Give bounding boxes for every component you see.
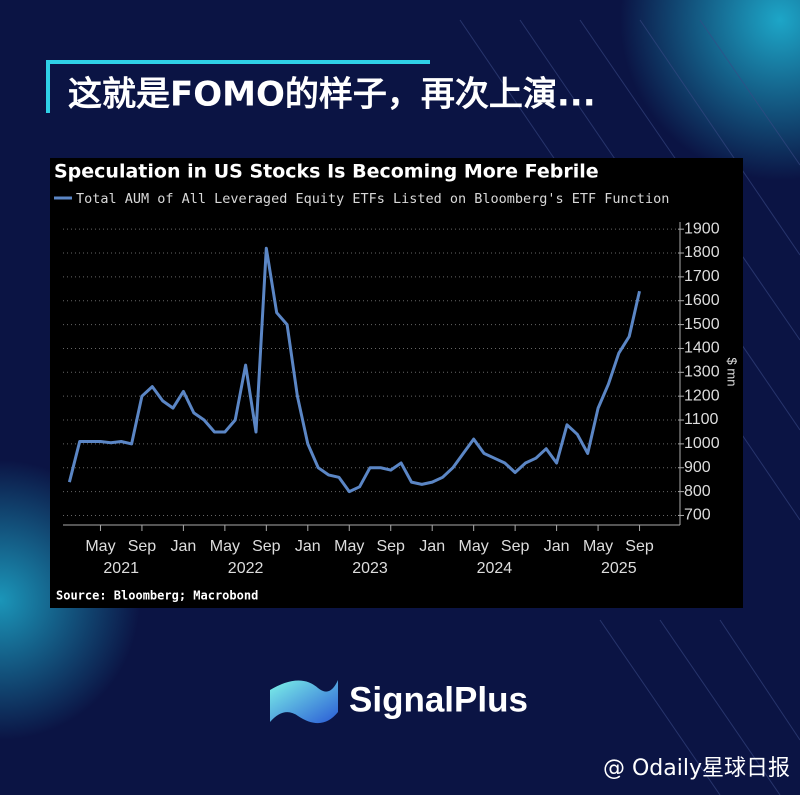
- x-tick-label: Sep: [625, 538, 654, 555]
- x-year-label: 2024: [477, 560, 513, 577]
- y-tick-label: 1100: [684, 411, 719, 428]
- x-tick-label: May: [459, 538, 489, 555]
- decor-lines: [459, 19, 800, 796]
- x-tick-label: May: [85, 538, 115, 555]
- chart-panel: [50, 158, 743, 608]
- y-tick-label: 1400: [684, 340, 720, 357]
- x-tick-label: Jan: [295, 538, 321, 555]
- brand-name: SignalPlus: [349, 680, 528, 719]
- x-tick-label: Jan: [544, 538, 570, 555]
- x-year-label: 2025: [601, 560, 637, 577]
- x-year-label: 2022: [228, 560, 264, 577]
- y-tick-label: 900: [684, 459, 711, 476]
- header-title: 这就是FOMO的样子，再次上演...: [68, 75, 596, 115]
- x-tick-label: May: [210, 538, 240, 555]
- x-tick-label: Jan: [171, 538, 197, 555]
- y-axis-label: $ mn: [725, 358, 740, 387]
- watermark: @ Odaily星球日报: [603, 756, 790, 781]
- chart-title: Speculation in US Stocks Is Becoming Mor…: [54, 161, 599, 183]
- legend-label: Total AUM of All Leveraged Equity ETFs L…: [76, 191, 669, 207]
- y-tick-label: 1900: [684, 220, 720, 237]
- y-tick-label: 1600: [684, 292, 720, 309]
- x-tick-label: Sep: [252, 538, 281, 555]
- data-line: [67, 246, 641, 494]
- y-tick-label: 1200: [684, 387, 720, 404]
- x-year-label: 2023: [352, 560, 388, 577]
- logo-mark: [270, 680, 338, 724]
- y-tick-label: 1300: [684, 364, 720, 381]
- logo: SignalPlus: [270, 680, 528, 724]
- y-tick-label: 1000: [684, 435, 720, 452]
- x-tick-label: Sep: [376, 538, 405, 555]
- x-tick-label: Sep: [128, 538, 157, 555]
- y-tick-label: 1700: [684, 268, 720, 285]
- x-tick-label: May: [583, 538, 613, 555]
- source: Source: Bloomberg; Macrobond: [56, 589, 258, 603]
- x-tick-label: Jan: [419, 538, 445, 555]
- y-tick-label: 700: [684, 507, 711, 524]
- plot: 700 800 900 1000 1100 1200 1300 1400 1500 1600 170…: [63, 220, 720, 577]
- y-tick-label: 800: [684, 483, 711, 500]
- header-bracket: [46, 60, 430, 113]
- x-tick-label: May: [334, 538, 364, 555]
- y-tick-label: 1800: [684, 244, 720, 261]
- x-tick-label: Sep: [501, 538, 530, 555]
- x-year-label: 2021: [103, 560, 139, 577]
- y-tick-label: 1500: [684, 316, 720, 333]
